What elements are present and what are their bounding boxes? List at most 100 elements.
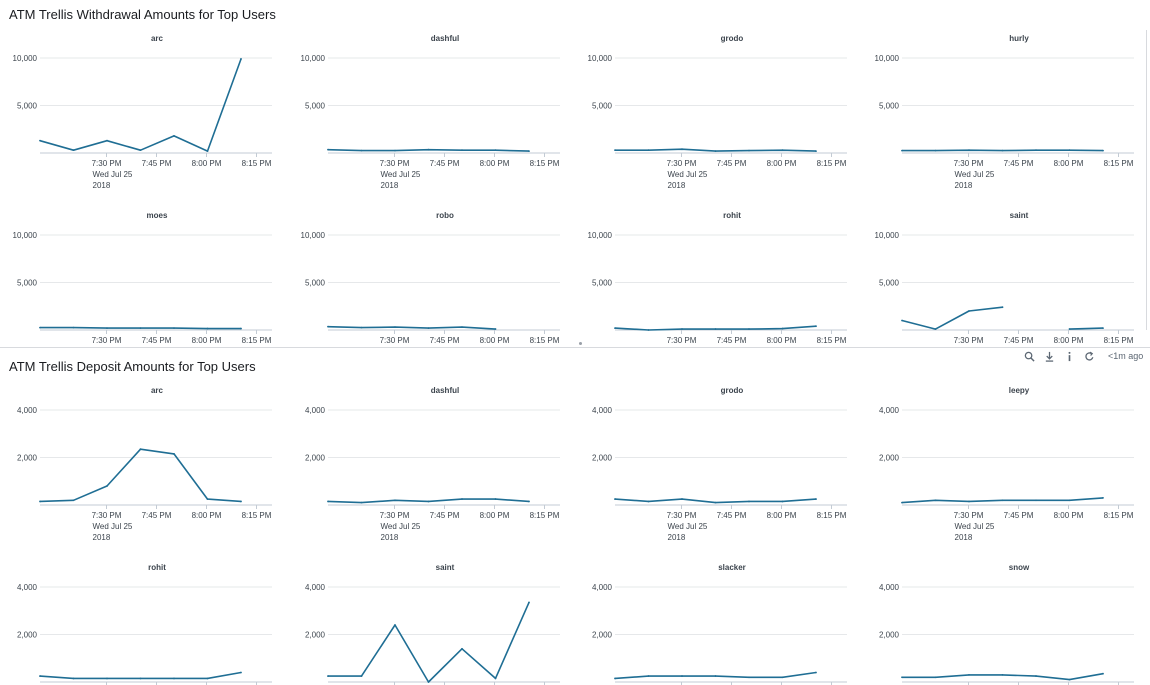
x-date-label: Wed Jul 25 [381, 522, 421, 531]
x-tick-label: 8:00 PM [192, 336, 222, 343]
y-tick-label: 2,000 [305, 631, 326, 640]
data-point [39, 500, 41, 503]
data-point [647, 149, 650, 152]
y-tick-label: 4,000 [17, 583, 38, 592]
data-point [39, 675, 41, 677]
data-point [173, 135, 175, 137]
y-tick-label: 4,000 [305, 583, 326, 592]
chart-title: moes [147, 211, 168, 220]
chart-title: saint [1010, 211, 1029, 220]
info-icon[interactable] [1062, 349, 1076, 363]
x-tick-label: 7:30 PM [380, 159, 410, 168]
x-date-label: 2018 [955, 533, 973, 542]
data-point [1001, 149, 1004, 152]
data-point [968, 673, 970, 676]
data-point [614, 498, 616, 500]
data-point [173, 453, 175, 455]
x-tick-label: 8:00 PM [1054, 159, 1084, 168]
x-date-label: Wed Jul 25 [381, 170, 421, 179]
x-date-label: 2018 [668, 181, 686, 190]
x-tick-label: 7:30 PM [380, 336, 410, 343]
data-point [106, 485, 108, 487]
data-point [528, 500, 530, 503]
data-point [394, 624, 396, 626]
data-point [934, 149, 937, 152]
data-point [1035, 499, 1037, 502]
x-tick-label: 8:00 PM [767, 511, 797, 520]
x-tick-label: 8:00 PM [767, 336, 797, 343]
data-point [461, 647, 463, 650]
y-tick-label: 10,000 [588, 54, 613, 63]
data-point [647, 675, 650, 677]
y-tick-label: 4,000 [879, 583, 900, 592]
data-point [39, 326, 41, 329]
data-point [427, 681, 430, 683]
data-point [206, 150, 209, 153]
series-line [901, 306, 1003, 330]
x-tick-label: 7:30 PM [92, 336, 122, 343]
y-tick-label: 5,000 [592, 279, 613, 288]
x-tick-label: 8:15 PM [530, 511, 560, 520]
data-point [781, 676, 784, 679]
x-tick-label: 8:15 PM [242, 336, 272, 343]
data-point [1068, 149, 1071, 152]
chart-title: robo [436, 211, 454, 220]
data-point [1001, 306, 1004, 309]
data-point [173, 677, 175, 680]
x-date-label: 2018 [668, 533, 686, 542]
x-date-label: Wed Jul 25 [93, 170, 133, 179]
x-tick-label: 8:15 PM [530, 159, 560, 168]
x-tick-label: 7:45 PM [430, 511, 460, 520]
search-icon[interactable] [1022, 349, 1036, 363]
x-tick-label: 8:15 PM [242, 511, 272, 520]
data-point [327, 148, 329, 151]
y-tick-label: 10,000 [875, 231, 900, 240]
y-tick-label: 5,000 [592, 102, 613, 111]
data-point [781, 149, 784, 152]
data-point [901, 149, 903, 152]
chart-title: arc [151, 34, 164, 43]
panel-title: ATM Trellis Withdrawal Amounts for Top U… [9, 7, 276, 22]
data-point [139, 327, 142, 329]
series-line [39, 671, 242, 680]
data-point [748, 328, 750, 330]
data-point [427, 327, 430, 329]
x-date-label: Wed Jul 25 [668, 522, 708, 531]
y-tick-label: 5,000 [17, 279, 38, 288]
x-tick-label: 7:45 PM [717, 336, 747, 343]
data-point [427, 148, 430, 151]
chart-title: rohit [148, 563, 166, 572]
data-point [360, 501, 363, 504]
data-point [327, 675, 329, 677]
y-tick-label: 10,000 [301, 231, 326, 240]
y-tick-label: 5,000 [879, 279, 900, 288]
chart-title: hurly [1009, 34, 1029, 43]
data-point [714, 150, 717, 153]
data-point [1102, 496, 1104, 499]
series-line [1069, 327, 1104, 330]
last-refresh-time: <1m ago [1108, 351, 1144, 361]
x-tick-label: 8:15 PM [817, 336, 847, 343]
scrollbar[interactable] [1146, 30, 1147, 330]
y-tick-label: 4,000 [592, 583, 613, 592]
deposit-panel: ATM Trellis Deposit Amounts for Top User… [0, 352, 1150, 685]
x-tick-label: 7:45 PM [142, 511, 172, 520]
x-date-label: Wed Jul 25 [668, 170, 708, 179]
data-point [494, 498, 497, 500]
data-point [494, 149, 497, 152]
x-tick-label: 8:00 PM [767, 159, 797, 168]
data-point [39, 139, 41, 142]
series-line [328, 602, 530, 683]
export-icon[interactable] [1042, 349, 1056, 363]
data-point [427, 500, 430, 503]
x-tick-label: 8:15 PM [530, 336, 560, 343]
data-point [1102, 149, 1104, 152]
data-point [327, 500, 329, 503]
withdrawal-trellis: arc 10,000 5,000 7:30 PM 7:45 PM 8:00 PM 8:15 … [13, 34, 1134, 343]
x-tick-label: 7:45 PM [1004, 336, 1034, 343]
chart-title: dashful [431, 386, 459, 395]
refresh-icon[interactable] [1082, 349, 1096, 363]
data-point [72, 499, 75, 502]
data-point [815, 150, 817, 153]
resize-handle[interactable] [579, 342, 582, 345]
